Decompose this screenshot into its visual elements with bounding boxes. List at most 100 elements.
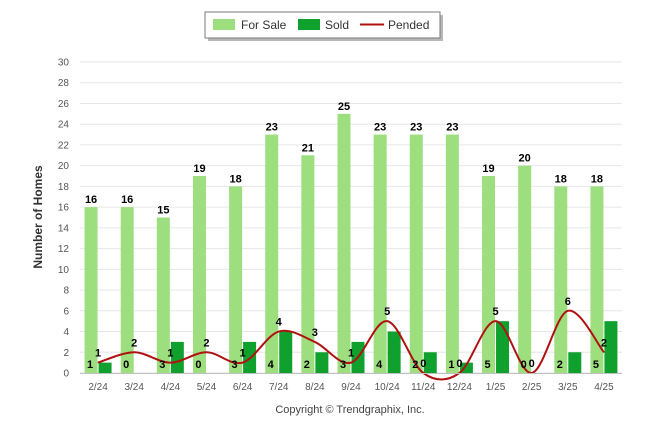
point-pended [350, 362, 352, 364]
legend-swatch-sold [298, 19, 320, 30]
bar-for-sale [590, 186, 604, 373]
legend-swatch-for-sale [213, 19, 235, 30]
bars [84, 113, 618, 373]
data-label-pended: 2 [131, 337, 137, 349]
data-label-pended: 0 [420, 358, 426, 370]
bar-sold [315, 352, 329, 373]
bar-for-sale [156, 217, 170, 373]
point-pended [205, 351, 207, 353]
bar-for-sale [409, 134, 423, 373]
y-tick-label: 6 [63, 306, 69, 317]
point-pended [278, 331, 280, 333]
point-pended [603, 351, 605, 353]
data-label-pended: 1 [167, 348, 173, 360]
data-label-for-sale: 16 [85, 194, 97, 206]
data-label-sold: 2 [557, 359, 563, 371]
bar-for-sale [84, 207, 98, 373]
x-tick-label: 6/24 [233, 382, 253, 393]
data-label-pended: 6 [565, 296, 571, 308]
line-pended [97, 309, 605, 381]
legend-box [204, 11, 441, 39]
point-pended [133, 351, 135, 353]
point-pended [314, 341, 316, 343]
data-label-for-sale: 19 [482, 163, 494, 175]
x-axis: 2/24 3/24 4/24 5/24 6/24 7/24 8/24 9/24 10/24 11/… [80, 373, 622, 393]
x-tick-label: 4/25 [594, 382, 614, 393]
point-pended [242, 362, 244, 364]
data-label-for-sale: 18 [591, 173, 603, 185]
bar-sold [459, 362, 473, 373]
data-label-pended: 2 [601, 337, 607, 349]
data-label-sold: 2 [412, 359, 418, 371]
data-label-sold: 4 [268, 359, 275, 371]
bar-sold [423, 352, 437, 373]
bar-for-sale [518, 165, 532, 373]
x-tick-label: 7/24 [269, 382, 289, 393]
bar-for-sale [229, 186, 243, 373]
bar-for-sale [120, 207, 134, 373]
y-tick-label: 12 [58, 244, 70, 255]
data-label-for-sale: 23 [374, 122, 386, 134]
data-label-for-sale: 16 [121, 194, 133, 206]
x-tick-label: 2/25 [522, 382, 542, 393]
data-label-for-sale: 18 [229, 173, 241, 185]
legend-label-sold: Sold [325, 18, 349, 32]
x-tick-label: 8/24 [305, 382, 325, 393]
bar-sold [604, 321, 618, 373]
bar-sold [568, 352, 582, 373]
bar-for-sale [192, 176, 206, 373]
bar-for-sale [265, 134, 279, 373]
data-label-for-sale: 23 [410, 122, 422, 134]
data-label-for-sale: 19 [193, 163, 205, 175]
x-tick-label: 5/24 [197, 382, 217, 393]
bar-for-sale [337, 113, 351, 373]
bar-sold [387, 331, 401, 373]
data-label-pended: 4 [276, 317, 283, 329]
data-label-for-sale: 25 [338, 101, 350, 113]
x-tick-label: 2/24 [88, 382, 108, 393]
y-tick-label: 0 [63, 369, 69, 380]
data-label-pended: 0 [456, 358, 462, 370]
y-tick-label: 20 [58, 161, 70, 172]
y-tick-label: 16 [58, 203, 70, 214]
y-tick-label: 2 [63, 348, 69, 359]
bar-for-sale [301, 155, 315, 373]
y-tick-label: 4 [63, 327, 69, 338]
x-tick-label: 3/25 [558, 382, 578, 393]
data-label-pended: 3 [312, 327, 318, 339]
data-label-sold: 5 [484, 359, 490, 371]
data-label-for-sale: 15 [157, 205, 169, 217]
data-label-for-sale: 20 [519, 153, 531, 165]
legend-label-pended: Pended [388, 18, 429, 32]
point-pended [386, 320, 388, 322]
x-tick-label: 1/25 [486, 382, 506, 393]
data-label-pended: 5 [384, 306, 390, 318]
point-pended [169, 362, 171, 364]
data-label-for-sale: 18 [555, 173, 567, 185]
bar-for-sale [445, 134, 459, 373]
y-tick-label: 8 [63, 286, 69, 297]
bar-for-sale [373, 134, 387, 373]
y-axis-title: Number of Homes [31, 165, 45, 269]
y-tick-label: 14 [58, 223, 70, 234]
data-label-sold: 0 [521, 359, 527, 371]
data-label-pended: 1 [95, 348, 101, 360]
bar-sold [496, 321, 510, 373]
data-label-pended: 0 [529, 358, 535, 370]
data-label-sold: 2 [304, 359, 310, 371]
gridlines [80, 61, 622, 374]
y-tick-label: 24 [58, 120, 70, 131]
data-label-sold: 5 [593, 359, 599, 371]
legend: For Sale Sold Pended [204, 11, 443, 41]
data-label-pended: 1 [240, 348, 246, 360]
point-pended [97, 362, 99, 364]
data-label-sold: 3 [159, 359, 165, 371]
data-label-sold: 0 [195, 359, 201, 371]
x-tick-label: 4/24 [161, 382, 181, 393]
point-pended [567, 310, 569, 312]
bar-sold [279, 331, 293, 373]
x-tick-label: 3/24 [124, 382, 144, 393]
